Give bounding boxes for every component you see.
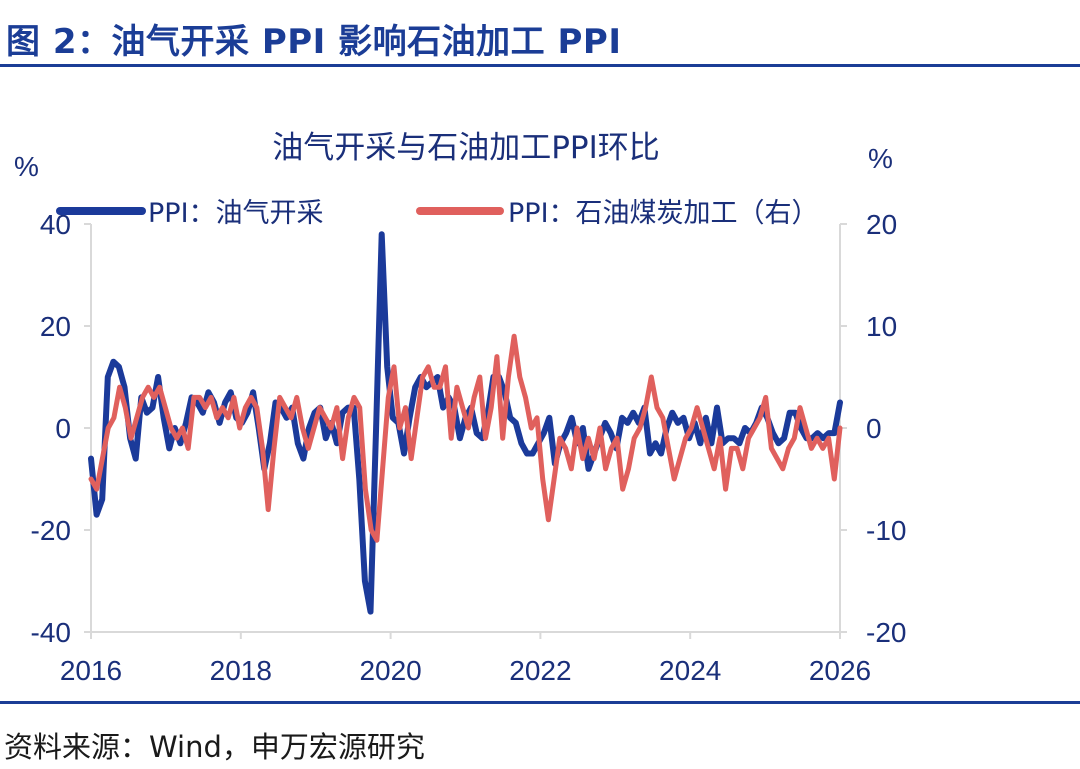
chart-title: 油气开采与石油加工PPI环比 (272, 130, 660, 166)
right-tick-label: -10 (866, 515, 906, 546)
x-tick-label: 2018 (210, 655, 272, 686)
left-tick-label: -20 (31, 515, 71, 546)
bottom-divider (0, 701, 1080, 704)
right-tick-label: -20 (866, 617, 906, 648)
legend-label: PPI：油气开采 (148, 198, 324, 229)
left-axis-unit: % (14, 151, 39, 182)
right-tick-label: 20 (866, 209, 897, 240)
left-tick-label: 0 (55, 413, 71, 444)
source-note: 资料来源：Wind，申万宏源研究 (4, 730, 425, 764)
left-tick-label: 20 (40, 311, 71, 342)
x-tick-label: 2016 (60, 655, 122, 686)
x-tick-label: 2022 (509, 655, 571, 686)
left-tick-label: -40 (31, 617, 71, 648)
series-line-petroleum-coal-processing (88, 333, 843, 543)
right-tick-label: 0 (866, 413, 882, 444)
x-tick-label: 2026 (809, 655, 871, 686)
right-tick-label: 10 (866, 311, 897, 342)
right-axis-unit: % (868, 143, 893, 174)
top-divider (0, 64, 1080, 67)
figure-title: 图 2：油气开采 PPI 影响石油加工 PPI (6, 22, 622, 62)
x-tick-label: 2020 (359, 655, 421, 686)
x-tick-label: 2024 (659, 655, 721, 686)
legend-label: PPI：石油煤炭加工（右） (508, 198, 819, 229)
